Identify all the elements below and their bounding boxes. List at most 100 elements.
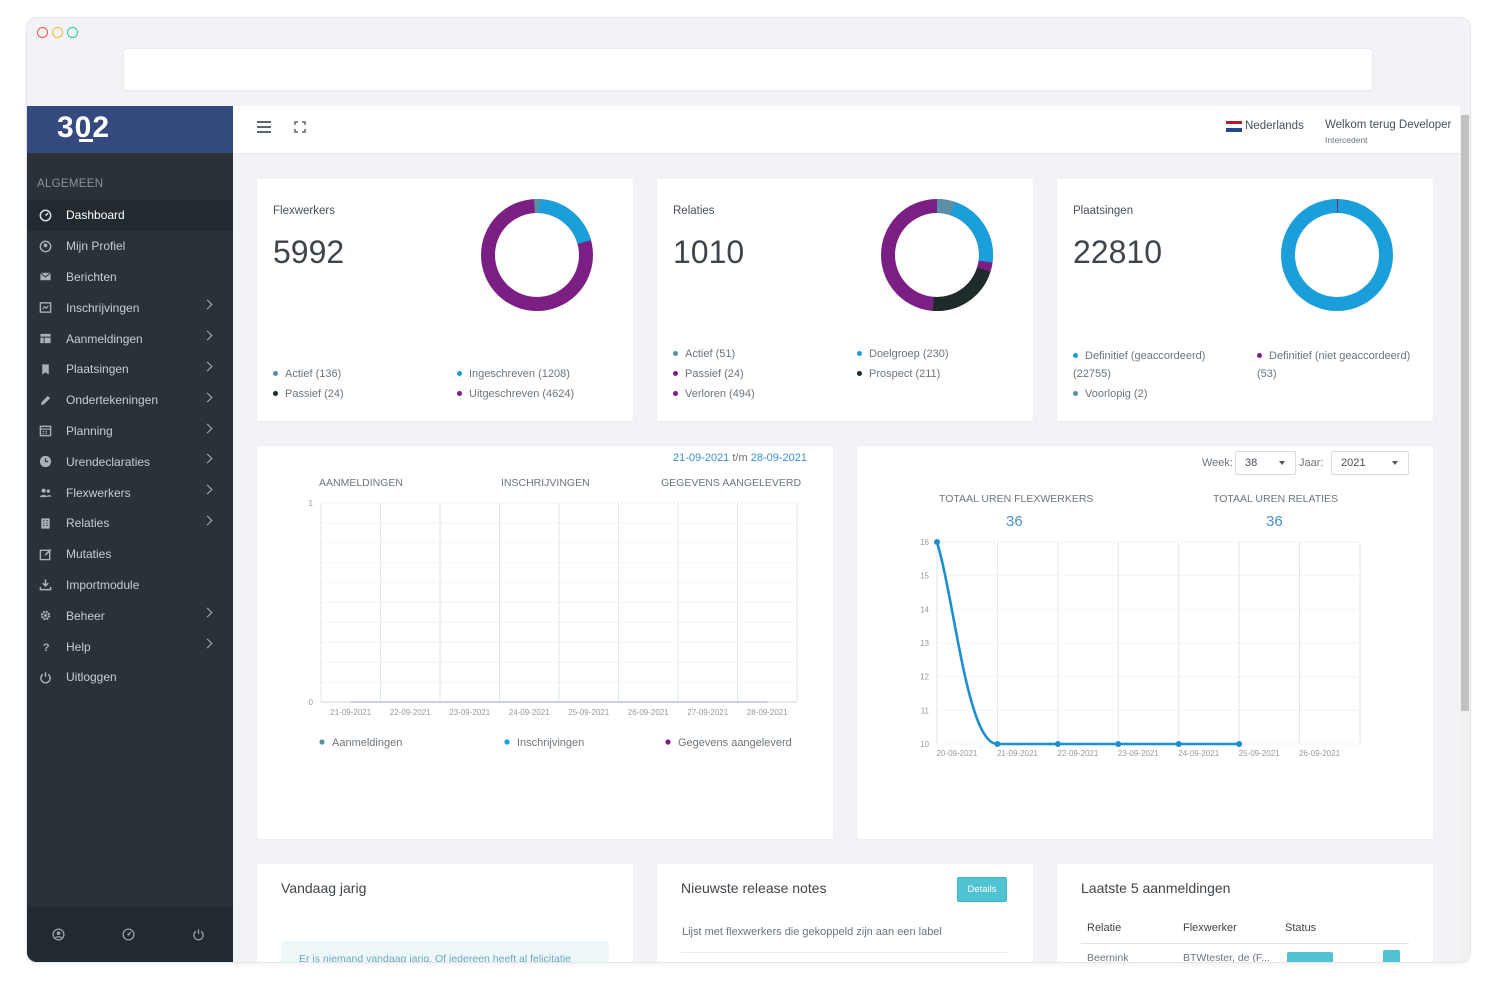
sidebar-item-flexwerkers[interactable]: Flexwerkers xyxy=(27,477,233,508)
sidebar-item-relaties[interactable]: Relaties xyxy=(27,508,233,539)
date-to-link[interactable]: 28-09-2021 xyxy=(750,452,807,464)
table-cell[interactable]: Beernink xyxy=(1087,952,1129,962)
sidebar-item-importmodule[interactable]: Importmodule xyxy=(27,570,233,601)
dashboard-icon[interactable] xyxy=(122,928,135,941)
profile-icon[interactable] xyxy=(52,928,65,941)
sidebar-item-mijn-profiel[interactable]: Mijn Profiel xyxy=(27,231,233,262)
legend-item: Actief (51) xyxy=(673,345,735,363)
browser-window: 302 ALGEMEEN Dashboard Mijn Profiel Berich… xyxy=(27,18,1470,962)
divider xyxy=(1081,943,1409,944)
chevron-right-icon xyxy=(202,515,213,526)
chevron-down-icon xyxy=(1392,461,1398,465)
date-from-link[interactable]: 21-09-2021 xyxy=(673,452,730,464)
y-tick-label: 11 xyxy=(921,706,930,715)
sidebar-item-urendeclaraties[interactable]: Urendeclaraties xyxy=(27,446,233,477)
legend-label[interactable]: Gegevens aangeleverd xyxy=(678,737,792,749)
sidebar-item-mutaties[interactable]: Mutaties xyxy=(27,539,233,570)
svg-text:?: ? xyxy=(43,642,50,653)
welcome-message[interactable]: Welkom terug Developer xyxy=(1325,119,1452,131)
y-tick-label: 13 xyxy=(920,639,929,648)
sidebar-item-label: Flexwerkers xyxy=(66,485,131,500)
sidebar-section-title: ALGEMEEN xyxy=(37,178,104,190)
legend-label[interactable]: Inschrijvingen xyxy=(517,737,584,749)
sidebar-item-label: Importmodule xyxy=(66,577,140,592)
chevron-right-icon xyxy=(202,484,213,495)
profile-icon xyxy=(39,240,52,253)
sidebar-item-ondertekeningen[interactable]: Ondertekeningen xyxy=(27,385,233,416)
flexwerkers-donut-chart xyxy=(481,199,593,312)
power-icon[interactable] xyxy=(192,928,205,941)
chevron-right-icon xyxy=(202,423,213,434)
legend-item: Definitief (niet geaccordeerd) (53) xyxy=(1257,350,1411,380)
y-tick-label: 12 xyxy=(920,673,929,682)
view-button[interactable] xyxy=(1383,950,1400,962)
y-tick-label: 0 xyxy=(309,698,314,707)
fullscreen-icon[interactable] xyxy=(294,121,306,133)
legend-marker xyxy=(504,739,510,745)
plaatsingen-donut-chart xyxy=(1281,199,1393,311)
data-point[interactable] xyxy=(1115,741,1122,747)
legend-item: Actief (136) xyxy=(273,365,341,383)
sidebar-item-plaatsingen[interactable]: Plaatsingen xyxy=(27,354,233,385)
logo-area[interactable]: 302 xyxy=(27,106,233,153)
sidebar-item-planning[interactable]: Planning xyxy=(27,416,233,447)
data-point[interactable] xyxy=(934,539,940,545)
status-badge xyxy=(1287,952,1333,962)
close-window-icon[interactable] xyxy=(37,27,48,38)
sidebar-item-inschrijvingen[interactable]: Inschrijvingen xyxy=(27,292,233,323)
sidebar-item-aanmeldingen[interactable]: Aanmeldingen xyxy=(27,323,233,354)
hamburger-menu-icon[interactable] xyxy=(257,121,271,136)
data-point[interactable] xyxy=(994,741,1001,747)
stat-card-relaties: Relaties 1010 Actief (51) Doelgroep (230… xyxy=(657,179,1033,421)
sidebar-item-label: Relaties xyxy=(66,516,110,531)
users-icon xyxy=(39,488,52,498)
language-selector[interactable]: Nederlands xyxy=(1226,120,1304,132)
sidebar-item-dashboard[interactable]: Dashboard xyxy=(27,200,233,231)
power-icon xyxy=(40,671,51,684)
legend-item: Voorlopig (2) xyxy=(1073,385,1147,403)
column-header: Flexwerker xyxy=(1183,922,1237,934)
table-cell[interactable]: BTWtester, de (F... xyxy=(1183,952,1270,962)
release-note-item[interactable]: Lijst met flexwerkers die gekoppeld zijn… xyxy=(682,926,942,938)
page-scrollbar[interactable] xyxy=(1460,113,1470,962)
birthday-alert: Er is niemand vandaag jarig. Of iedereen… xyxy=(281,941,609,962)
scrollbar-thumb[interactable] xyxy=(1461,115,1469,711)
card-title: Nieuwste release notes xyxy=(681,880,827,896)
pen-icon xyxy=(40,395,51,405)
year-select[interactable]: 2021 xyxy=(1331,451,1409,475)
data-point[interactable] xyxy=(1054,741,1061,747)
sidebar-item-beheer[interactable]: Beheer xyxy=(27,600,233,631)
y-tick-label: 16 xyxy=(920,538,929,547)
address-bar[interactable] xyxy=(123,48,1373,91)
stat-card-plaatsingen: Plaatsingen 22810 Definitief (geaccordee… xyxy=(1057,179,1433,421)
x-tick-label: 22-09-2021 xyxy=(1057,749,1098,758)
x-tick-label: 24-09-2021 xyxy=(1178,749,1219,758)
legend-item: Doelgroep (230) xyxy=(857,345,949,363)
date-separator: t/m xyxy=(732,452,748,464)
relaties-donut-chart xyxy=(881,199,993,311)
chevron-down-icon xyxy=(1279,461,1285,465)
sidebar-item-uitloggen[interactable]: Uitloggen xyxy=(27,662,233,693)
registrations-chart: 1 0 21-09-2021 22-09-2021 23-09-2021 24-09-20… xyxy=(309,499,798,749)
legend-item: Verloren (494) xyxy=(673,385,755,403)
bookmark-icon xyxy=(42,364,49,375)
minimize-window-icon[interactable] xyxy=(52,27,63,38)
sidebar: 302 ALGEMEEN Dashboard Mijn Profiel Berich… xyxy=(27,106,233,962)
data-point[interactable] xyxy=(1175,741,1182,747)
sidebar-item-label: Plaatsingen xyxy=(66,362,129,377)
week-select[interactable]: 38 xyxy=(1235,451,1296,475)
details-button[interactable]: Details xyxy=(957,877,1007,902)
sidebar-item-berichten[interactable]: Berichten xyxy=(27,262,233,293)
sidebar-item-label: Aanmeldingen xyxy=(66,331,143,346)
sidebar-item-help[interactable]: ? Help xyxy=(27,631,233,662)
week-label: Week: xyxy=(1202,457,1233,469)
x-tick-label: 21-09-2021 xyxy=(330,708,371,717)
maximize-window-icon[interactable] xyxy=(67,27,78,38)
donut-segment-actief xyxy=(881,199,993,311)
data-point[interactable] xyxy=(1236,741,1243,747)
total-flex-value: 36 xyxy=(1006,513,1023,530)
stat-value: 22810 xyxy=(1073,234,1162,270)
stat-card-flexwerkers: Flexwerkers 5992 Actief (136) Ingeschrev… xyxy=(257,179,633,421)
x-tick-label: 25-09-2021 xyxy=(568,708,609,717)
legend-label[interactable]: Aanmeldingen xyxy=(332,737,402,749)
